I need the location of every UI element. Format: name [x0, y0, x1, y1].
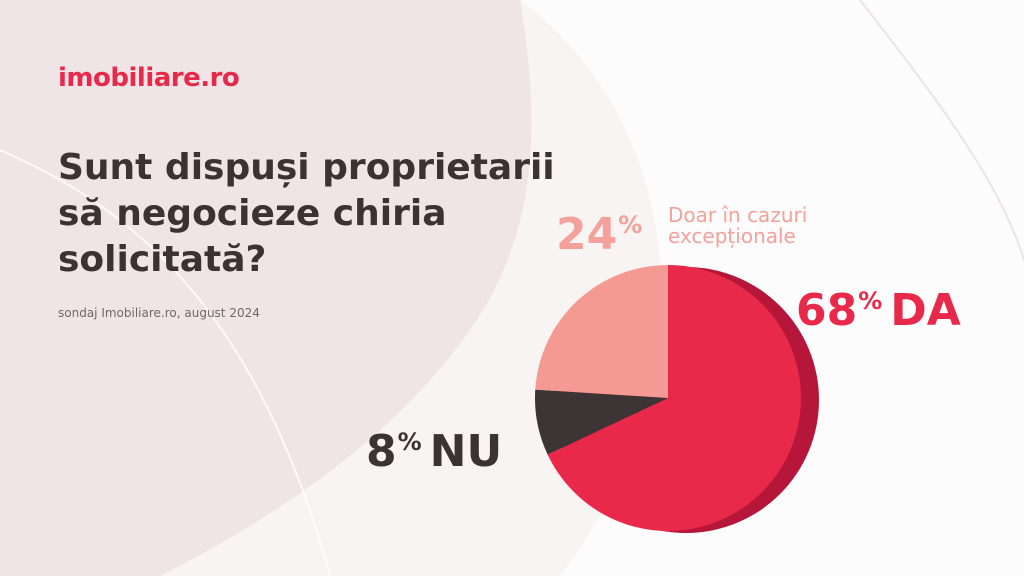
logo-lead: im	[58, 63, 94, 93]
logo-rest: obiliare.ro	[93, 63, 240, 93]
pie-slices	[535, 265, 801, 531]
label-exceptional-unit: %	[618, 211, 643, 239]
label-nu-unit: %	[397, 428, 422, 456]
pie-slice-nu	[535, 389, 668, 455]
page-title: Sunt dispuși proprietarii să negocieze c…	[58, 145, 618, 283]
label-exceptional-text: Doar în cazuri excepționale	[668, 205, 868, 247]
brand-logo: imobiliare.ro	[58, 60, 240, 96]
label-exceptional-value: 24%	[556, 200, 642, 260]
label-nu: 8% NU	[366, 417, 502, 477]
source-note: sondaj Imobiliare.ro, august 2024	[58, 306, 260, 320]
label-da-number: 68	[796, 285, 858, 336]
label-exceptional-number: 24	[556, 209, 618, 260]
pie-slice-da	[547, 265, 801, 531]
title-line-1: Sunt dispuși proprietarii	[58, 147, 555, 188]
label-da: 68% DA	[796, 276, 961, 336]
label-nu-text: NU	[429, 426, 503, 477]
pie-chart	[535, 265, 819, 533]
label-da-text: DA	[890, 285, 961, 336]
label-nu-number: 8	[366, 426, 397, 477]
pie-slice-doar	[535, 265, 668, 398]
label-da-unit: %	[858, 287, 883, 315]
label-exceptional-line-2: excepționale	[668, 224, 796, 248]
title-line-2: să negocieze chiria	[58, 193, 447, 234]
title-line-3: solicitată?	[58, 239, 267, 280]
label-exceptional-line-1: Doar în cazuri	[668, 203, 808, 227]
